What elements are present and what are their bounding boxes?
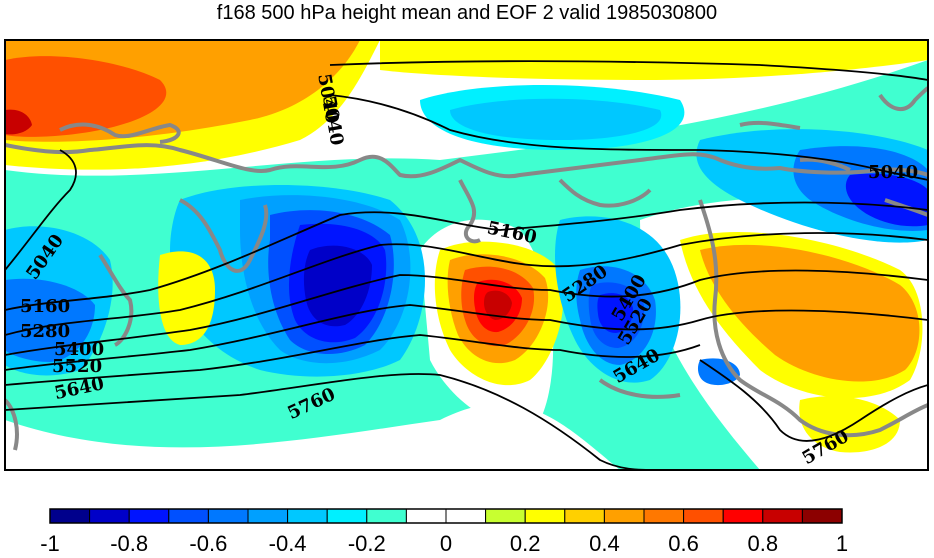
neutral-zone-south: [5, 403, 620, 470]
colorbar-tick-label: -0.6: [189, 531, 228, 556]
colorbar-cell: [366, 508, 407, 524]
colorbar-cell: [49, 508, 91, 524]
colorbar-cell: [485, 508, 526, 524]
contour-label: 5160: [20, 296, 70, 317]
height-contours: [5, 60, 928, 470]
contour-label: 5040: [868, 162, 918, 183]
colorbar-cell: [722, 508, 764, 524]
contour-label: 5520: [52, 356, 102, 377]
map-plot: 5040 5040 5040 5160 5160 5280 5280 5400 …: [4, 39, 929, 471]
colorbar-cell: [445, 508, 487, 524]
colorbar-cell: [89, 508, 130, 524]
colorbar-tick-label: 0: [439, 531, 453, 556]
colorbar-tick-label: 0.2: [509, 531, 541, 556]
colorbar-tick-label: -0.2: [347, 531, 386, 556]
colorbar-tick-label: 0.8: [747, 531, 779, 556]
colorbar-cell: [128, 508, 170, 524]
colorbar-cell: [643, 508, 685, 524]
colorbar-cell: [207, 508, 249, 524]
colorbar-cell: [168, 508, 209, 524]
colorbar-cell: [405, 508, 447, 524]
colorbar-cell: [247, 508, 289, 524]
map-title: f168 500 hPa height mean and EOF 2 valid…: [216, 2, 718, 24]
contour-label: 5400: [54, 339, 104, 360]
colorbar-cell: [683, 508, 724, 524]
colorbar-tick-label: -1: [40, 531, 60, 556]
colorbar-tick-label: 1: [835, 531, 849, 556]
colorbar-tick-label: 0.6: [668, 531, 699, 556]
colorbar-cell: [326, 508, 368, 524]
colorbar-tick-label: -0.4: [268, 531, 307, 556]
colorbar-cell: [524, 508, 566, 524]
colorbar-tick-label: 0.4: [589, 531, 620, 556]
colorbar-cell: [762, 508, 803, 524]
colorbar-cell: [564, 508, 605, 524]
colorbar-tick-label: -0.8: [110, 531, 149, 556]
colorbar-cell: [801, 508, 843, 524]
contour-label: 5280: [20, 321, 70, 342]
colorbar-cell: [287, 508, 328, 524]
colorbar-cell: [603, 508, 645, 524]
map-frame: [4, 39, 929, 471]
